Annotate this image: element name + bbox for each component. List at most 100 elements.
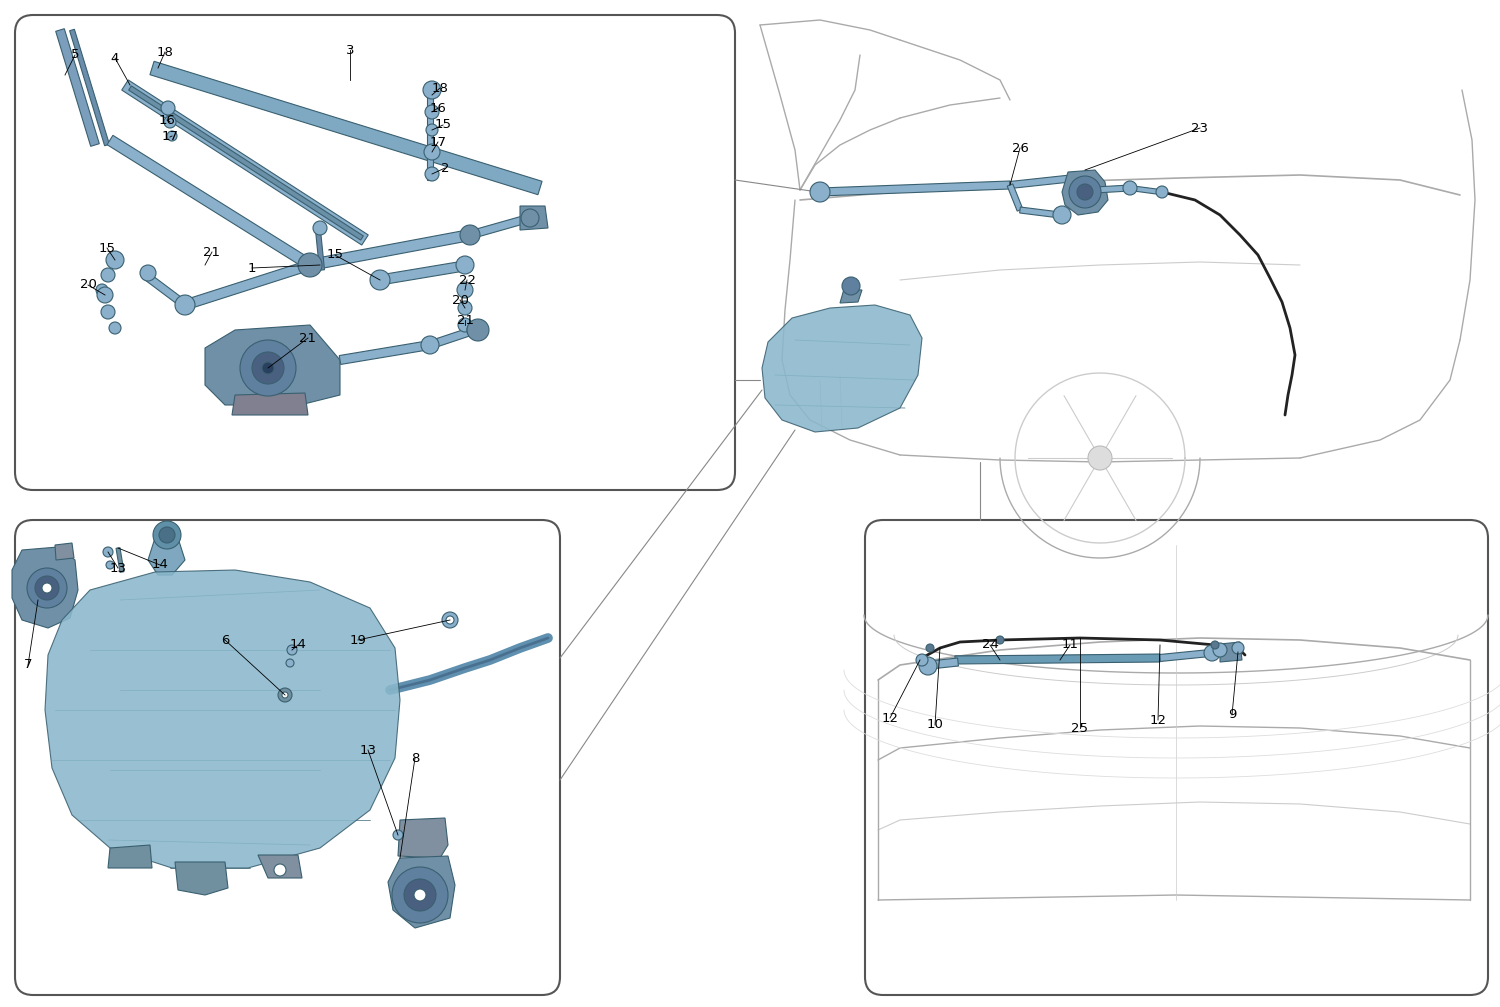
- Circle shape: [1210, 641, 1219, 649]
- Polygon shape: [470, 214, 531, 239]
- Circle shape: [842, 277, 860, 295]
- Circle shape: [240, 340, 296, 396]
- FancyBboxPatch shape: [15, 520, 560, 995]
- Polygon shape: [427, 85, 433, 180]
- Circle shape: [98, 287, 112, 303]
- Circle shape: [460, 225, 480, 245]
- Circle shape: [466, 322, 483, 338]
- Polygon shape: [380, 260, 471, 285]
- Circle shape: [278, 688, 292, 702]
- Text: 12: 12: [882, 712, 898, 724]
- Text: 3: 3: [345, 43, 354, 56]
- Circle shape: [1077, 184, 1094, 200]
- Text: 5: 5: [70, 48, 80, 61]
- Polygon shape: [398, 818, 448, 858]
- Text: 21: 21: [300, 331, 316, 344]
- Text: 20: 20: [452, 293, 468, 306]
- Polygon shape: [840, 289, 862, 303]
- Polygon shape: [56, 543, 74, 560]
- Circle shape: [466, 319, 489, 341]
- Circle shape: [520, 209, 538, 227]
- Circle shape: [274, 864, 286, 876]
- Text: 18: 18: [432, 82, 448, 95]
- Polygon shape: [148, 538, 184, 575]
- Circle shape: [1232, 642, 1244, 654]
- Polygon shape: [106, 135, 314, 270]
- Text: 14: 14: [152, 559, 168, 572]
- Polygon shape: [930, 658, 958, 669]
- Circle shape: [414, 889, 426, 901]
- Circle shape: [140, 265, 156, 281]
- Text: 7: 7: [24, 659, 33, 672]
- Circle shape: [160, 101, 176, 115]
- Circle shape: [286, 645, 297, 655]
- Circle shape: [1214, 643, 1227, 657]
- Circle shape: [164, 116, 176, 128]
- Circle shape: [1124, 181, 1137, 195]
- Polygon shape: [129, 86, 363, 240]
- Circle shape: [1070, 176, 1101, 208]
- Circle shape: [424, 144, 439, 160]
- Text: 1: 1: [248, 262, 256, 275]
- Polygon shape: [315, 230, 324, 270]
- Text: 24: 24: [981, 638, 999, 652]
- Text: 11: 11: [1062, 638, 1078, 652]
- Circle shape: [1204, 645, 1219, 661]
- Circle shape: [34, 576, 58, 600]
- Text: 14: 14: [290, 638, 306, 652]
- Polygon shape: [232, 393, 308, 415]
- Circle shape: [100, 305, 116, 319]
- Circle shape: [314, 221, 327, 235]
- Circle shape: [996, 636, 1004, 644]
- Text: 17: 17: [429, 136, 447, 148]
- Polygon shape: [388, 856, 454, 928]
- FancyBboxPatch shape: [15, 15, 735, 490]
- Circle shape: [446, 616, 454, 624]
- Circle shape: [252, 352, 284, 384]
- Polygon shape: [1062, 170, 1108, 215]
- Polygon shape: [762, 305, 922, 432]
- Text: 23: 23: [1191, 122, 1209, 135]
- Text: 18: 18: [156, 45, 174, 58]
- Circle shape: [458, 301, 472, 315]
- Circle shape: [96, 284, 108, 296]
- Circle shape: [176, 295, 195, 315]
- Polygon shape: [69, 29, 110, 146]
- FancyBboxPatch shape: [865, 520, 1488, 995]
- Text: 2: 2: [441, 161, 450, 174]
- Polygon shape: [56, 28, 99, 146]
- Circle shape: [106, 561, 114, 569]
- Circle shape: [920, 657, 938, 675]
- Circle shape: [166, 131, 177, 141]
- Polygon shape: [12, 547, 78, 628]
- Text: 6: 6: [220, 633, 230, 646]
- Text: 21: 21: [204, 246, 220, 259]
- Polygon shape: [150, 61, 542, 194]
- Circle shape: [298, 253, 322, 277]
- Polygon shape: [1010, 174, 1076, 188]
- Text: 15: 15: [435, 119, 451, 132]
- Circle shape: [392, 867, 448, 923]
- Text: 15: 15: [327, 249, 344, 262]
- Circle shape: [926, 644, 934, 652]
- Polygon shape: [116, 548, 124, 572]
- Polygon shape: [309, 230, 471, 271]
- Circle shape: [393, 830, 404, 840]
- Polygon shape: [339, 340, 430, 365]
- Circle shape: [106, 251, 124, 269]
- Circle shape: [1088, 446, 1112, 470]
- Circle shape: [458, 282, 472, 298]
- Text: 16: 16: [159, 114, 176, 127]
- Polygon shape: [258, 855, 302, 878]
- Polygon shape: [1095, 185, 1130, 193]
- Circle shape: [426, 124, 438, 136]
- Circle shape: [422, 336, 440, 354]
- Polygon shape: [520, 206, 548, 230]
- Polygon shape: [1020, 207, 1060, 218]
- Circle shape: [159, 527, 176, 543]
- Polygon shape: [142, 272, 188, 308]
- Polygon shape: [1007, 184, 1023, 211]
- Circle shape: [27, 568, 68, 608]
- Circle shape: [458, 318, 472, 332]
- Circle shape: [404, 879, 436, 911]
